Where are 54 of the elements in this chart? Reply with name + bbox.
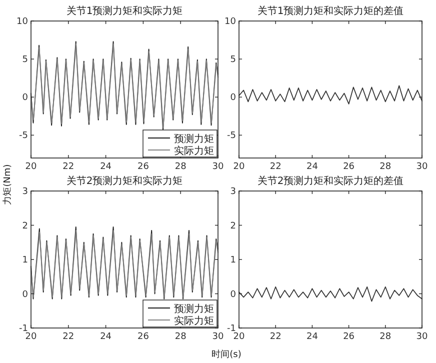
chart-title: 关节1预测力矩和实际力矩	[66, 5, 183, 17]
x-tick-label: 26	[137, 162, 150, 172]
y-tick-label: 2	[230, 221, 236, 232]
x-tick-label: 24	[100, 162, 112, 172]
x-axis-title: 时间(s)	[212, 349, 242, 360]
x-tick-label: 26	[137, 332, 150, 342]
y-tick-label: 3	[22, 187, 28, 197]
legend-label: 实际力矩	[174, 315, 214, 327]
x-tick-label: 22	[62, 332, 74, 342]
y-tick-label: 3	[230, 187, 236, 197]
chart-title: 关节2预测力矩和实际力矩的差值	[257, 175, 404, 187]
x-tick-label: 22	[270, 332, 282, 342]
x-tick-label: 24	[100, 332, 112, 342]
y-tick-label: 2	[22, 221, 28, 232]
line-series	[238, 85, 422, 104]
y-tick-label: 10	[16, 17, 28, 27]
x-tick-label: 30	[212, 162, 224, 172]
y-tick-label: 1	[22, 256, 28, 266]
y-tick-label: 0	[230, 93, 236, 104]
x-tick-label: 22	[62, 162, 74, 172]
y-tick-label: 10	[224, 17, 236, 27]
y-tick-label: -5	[19, 131, 28, 142]
y-tick-label: -1	[227, 324, 236, 334]
y-tick-label: 1	[230, 256, 236, 266]
x-tick-label: 28	[174, 332, 187, 342]
x-tick-label: 28	[380, 332, 392, 342]
y-tick-label: -5	[227, 131, 236, 142]
legend-label: 预测力矩	[174, 303, 214, 315]
x-tick-label: 22	[270, 162, 282, 172]
x-tick-label: 28	[380, 162, 392, 172]
x-tick-label: 28	[174, 162, 187, 172]
x-tick-label: 30	[416, 162, 428, 172]
chart-title: 关节1预测力矩和实际力矩的差值	[257, 5, 404, 17]
y-tick-label: -1	[19, 324, 28, 334]
y-tick-label: 5	[230, 55, 236, 66]
x-tick-label: 30	[416, 332, 428, 342]
x-tick-label: 24	[306, 162, 318, 172]
x-tick-label: 26	[343, 332, 355, 342]
y-tick-label: 0	[230, 290, 236, 300]
y-tick-label: 0	[22, 93, 28, 104]
legend-label: 预测力矩	[174, 133, 214, 145]
line-series	[238, 286, 422, 302]
x-tick-label: 20	[25, 332, 37, 342]
x-tick-label: 24	[306, 332, 318, 342]
x-tick-label: 30	[212, 332, 224, 342]
y-axis-title: 力矩(Nm)	[2, 164, 13, 205]
y-tick-label: 5	[22, 55, 28, 66]
x-tick-label: 20	[233, 332, 245, 342]
x-tick-label: 20	[233, 162, 245, 172]
x-tick-label: 26	[343, 162, 355, 172]
chart-title: 关节2预测力矩和实际力矩	[66, 175, 183, 187]
x-tick-label: 20	[25, 162, 37, 172]
y-tick-label: 0	[22, 290, 28, 300]
legend-label: 实际力矩	[174, 145, 214, 157]
